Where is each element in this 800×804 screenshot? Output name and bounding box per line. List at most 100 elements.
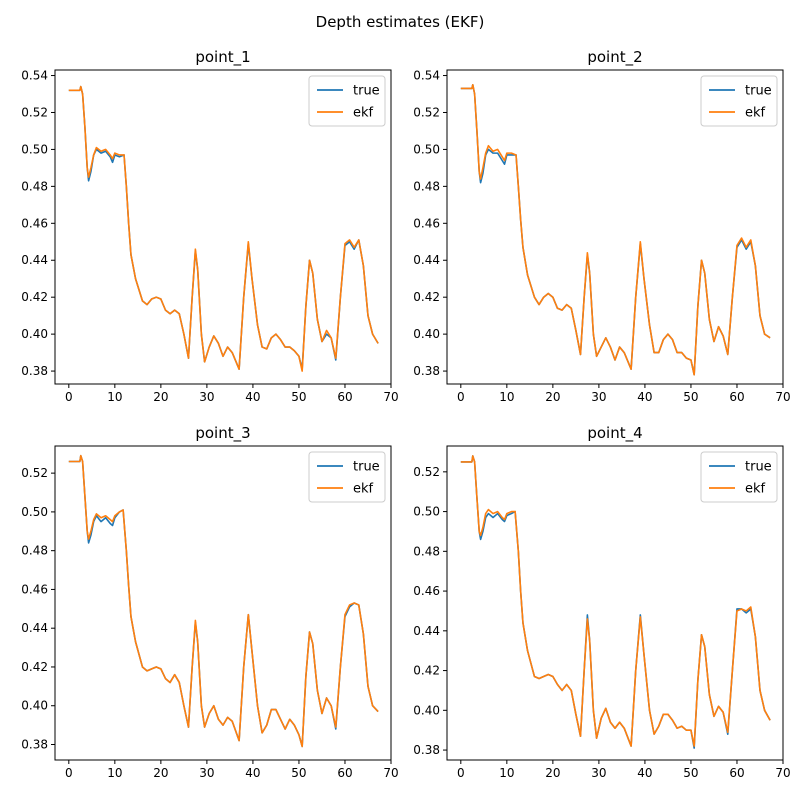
- y-tick-label: 0.50: [413, 505, 440, 519]
- x-tick-label: 10: [107, 766, 122, 780]
- y-tick-label: 0.42: [21, 290, 48, 304]
- axes-frame: [54, 445, 392, 761]
- x-tick-label: 60: [337, 390, 352, 404]
- y-tick-label: 0.52: [21, 466, 48, 480]
- x-tick-label: 20: [153, 766, 168, 780]
- y-tick-label: 0.48: [413, 544, 440, 558]
- x-tick-label: 10: [107, 390, 122, 404]
- x-tick-label: 30: [591, 766, 606, 780]
- x-tick-label: 70: [775, 390, 790, 404]
- y-tick-label: 0.44: [413, 253, 440, 267]
- y-tick-label: 0.48: [21, 544, 48, 558]
- legend-box: [700, 75, 778, 127]
- series-line-ekf: [68, 454, 379, 748]
- axes-frame: [446, 69, 784, 385]
- x-tick-label: 0: [457, 766, 465, 780]
- x-tick-label: 50: [291, 766, 306, 780]
- y-tick-label: 0.42: [21, 660, 48, 674]
- legend-label-ekf: ekf: [745, 482, 766, 497]
- y-tick-label: 0.38: [21, 737, 48, 751]
- y-tick-label: 0.40: [21, 699, 48, 713]
- legend-label-true: true: [353, 460, 380, 475]
- x-tick-label: 50: [683, 766, 698, 780]
- y-tick-label: 0.38: [413, 743, 440, 757]
- subplot-3: point_3 0 10 20 30 40 50 60 70 0.38 0.40 0.42 0.44 0.…: [21, 424, 398, 780]
- subplot-title: point_1: [195, 48, 250, 67]
- x-tick-label: 30: [199, 390, 214, 404]
- series-line-true: [68, 85, 379, 371]
- series-group: [68, 454, 379, 748]
- legend-box: [700, 451, 778, 503]
- y-tick-label: 0.46: [21, 582, 48, 596]
- x-tick-label: 60: [337, 766, 352, 780]
- x-tick-label: 30: [199, 766, 214, 780]
- x-tick-label: 70: [775, 766, 790, 780]
- y-tick-label: 0.50: [21, 505, 48, 519]
- y-tick-label: 0.40: [21, 327, 48, 341]
- x-tick-label: 0: [65, 766, 73, 780]
- x-tick-label: 50: [683, 390, 698, 404]
- subplot-title: point_2: [587, 48, 642, 67]
- x-tick-label: 0: [65, 390, 73, 404]
- legend-label-true: true: [745, 84, 772, 99]
- series-line-true: [460, 83, 771, 376]
- y-tick-label: 0.48: [21, 179, 48, 193]
- legend-box: [308, 451, 386, 503]
- y-tick-label: 0.50: [21, 142, 48, 156]
- y-tick-label: 0.44: [21, 253, 48, 267]
- x-tick-label: 30: [591, 390, 606, 404]
- x-tick-label: 50: [291, 390, 306, 404]
- subplot-title: point_4: [587, 424, 642, 443]
- legend-label-ekf: ekf: [353, 482, 374, 497]
- legend-label-ekf: ekf: [353, 106, 374, 121]
- axes-frame: [446, 445, 784, 761]
- x-tick-label: 20: [153, 390, 168, 404]
- x-tick-label: 70: [383, 766, 398, 780]
- x-tick-label: 60: [729, 766, 744, 780]
- x-tick-label: 40: [245, 766, 260, 780]
- y-tick-label: 0.44: [413, 624, 440, 638]
- x-tick-label: 40: [245, 390, 260, 404]
- subplot-2: point_2 0 10 20 30 40 50 60 70 0.38 0.40 0.42 0.44 0.…: [413, 48, 790, 404]
- y-tick-label: 0.54: [413, 69, 440, 83]
- subplot-4: point_4 0 10 20 30 40 50 60 70 0.38 0.40 0.42 0.44 0.…: [413, 424, 790, 780]
- x-tick-label: 40: [637, 390, 652, 404]
- series-group: [68, 85, 379, 372]
- series-line-ekf: [68, 85, 379, 372]
- y-tick-label: 0.44: [21, 621, 48, 635]
- series-group: [460, 455, 771, 749]
- legend: true ekf: [700, 451, 778, 503]
- legend-box: [308, 75, 386, 127]
- subplot-1: point_1 0 10 20 30 40 50 60 70 0.38 0.40 0.42 0.44 0.…: [21, 48, 398, 404]
- y-tick-label: 0.40: [413, 327, 440, 341]
- y-tick-label: 0.48: [413, 179, 440, 193]
- legend-label-true: true: [745, 460, 772, 475]
- y-tick-label: 0.42: [413, 290, 440, 304]
- y-tick-label: 0.46: [413, 216, 440, 230]
- series-group: [460, 83, 771, 376]
- y-tick-label: 0.38: [413, 364, 440, 378]
- x-tick-label: 10: [499, 766, 514, 780]
- y-tick-label: 0.40: [413, 703, 440, 717]
- legend: true ekf: [308, 451, 386, 503]
- x-tick-label: 40: [637, 766, 652, 780]
- legend-label-true: true: [353, 84, 380, 99]
- legend-label-ekf: ekf: [745, 106, 766, 121]
- y-tick-label: 0.52: [21, 105, 48, 119]
- axes-frame: [54, 69, 392, 385]
- figure-title: Depth estimates (EKF): [315, 13, 485, 31]
- y-tick-label: 0.46: [21, 216, 48, 230]
- x-tick-label: 10: [499, 390, 514, 404]
- y-tick-label: 0.46: [413, 584, 440, 598]
- legend: true ekf: [308, 75, 386, 127]
- x-tick-label: 20: [545, 766, 560, 780]
- series-line-ekf: [460, 455, 771, 747]
- x-tick-label: 20: [545, 390, 560, 404]
- x-tick-label: 0: [457, 390, 465, 404]
- x-tick-label: 70: [383, 390, 398, 404]
- y-tick-label: 0.52: [413, 105, 440, 119]
- y-tick-label: 0.50: [413, 142, 440, 156]
- subplot-title: point_3: [195, 424, 250, 443]
